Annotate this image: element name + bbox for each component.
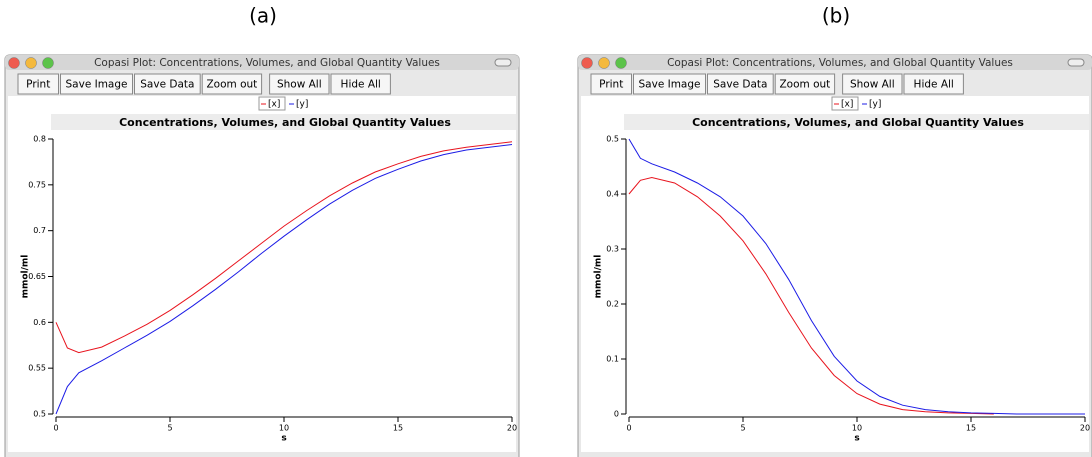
x-tick-label: 0 bbox=[626, 424, 631, 433]
y-tick-label: 0.3 bbox=[606, 245, 619, 254]
figure: (a) Copasi Plot: Concentrations, Volumes,… bbox=[0, 0, 1092, 457]
x-axis-label: s bbox=[854, 434, 859, 444]
x-tick-label: 20 bbox=[1080, 424, 1090, 433]
panel-label: (b) bbox=[822, 4, 850, 28]
y-tick-label: 0.7 bbox=[33, 226, 46, 235]
button-label[interactable]: Save Image bbox=[66, 79, 128, 91]
y-tick-label: 0.5 bbox=[606, 135, 619, 144]
x-tick-label: 5 bbox=[740, 424, 745, 433]
button-label[interactable]: Zoom out bbox=[206, 79, 257, 91]
button-label[interactable]: Save Data bbox=[140, 79, 194, 91]
x-tick-label: 15 bbox=[393, 424, 403, 433]
y-tick-label: 0.55 bbox=[28, 364, 46, 373]
window-control[interactable] bbox=[43, 58, 54, 69]
button-label[interactable]: Hide All bbox=[914, 79, 954, 91]
window-control[interactable] bbox=[26, 58, 37, 69]
page: (a) Copasi Plot: Concentrations, Volumes,… bbox=[0, 0, 1092, 457]
toolbar-toggle[interactable] bbox=[495, 59, 511, 66]
x-tick-label: 20 bbox=[507, 424, 517, 433]
y-tick-label: 0.8 bbox=[33, 135, 46, 144]
y-tick-label: 0.6 bbox=[33, 318, 46, 327]
y-tick-label: 0.4 bbox=[606, 190, 619, 199]
legend-label[interactable]: [y] bbox=[869, 100, 881, 110]
window-title: Copasi Plot: Concentrations, Volumes, an… bbox=[667, 57, 1013, 69]
y-tick-label: 0.65 bbox=[28, 272, 46, 281]
legend-label[interactable]: [x] bbox=[841, 100, 853, 110]
button-label[interactable]: Save Image bbox=[639, 79, 701, 91]
window-control[interactable] bbox=[616, 58, 627, 69]
button-label[interactable]: Print bbox=[26, 79, 50, 91]
x-tick-label: 0 bbox=[53, 424, 58, 433]
button-label[interactable]: Save Data bbox=[713, 79, 767, 91]
y-tick-label: 0.2 bbox=[606, 300, 619, 309]
y-axis-label: mmol/ml bbox=[594, 255, 604, 299]
plot-background bbox=[581, 96, 1089, 452]
window-control[interactable] bbox=[599, 58, 610, 69]
legend-label[interactable]: [y] bbox=[296, 100, 308, 110]
button-label[interactable]: Hide All bbox=[341, 79, 381, 91]
y-tick-label: 0 bbox=[614, 410, 619, 419]
y-tick-label: 0.5 bbox=[33, 410, 46, 419]
button-label[interactable]: Print bbox=[599, 79, 623, 91]
window-control[interactable] bbox=[582, 58, 593, 69]
panel-label: (a) bbox=[249, 4, 277, 28]
window-control[interactable] bbox=[9, 58, 20, 69]
y-tick-label: 0.1 bbox=[606, 355, 619, 364]
window-title: Copasi Plot: Concentrations, Volumes, an… bbox=[94, 57, 440, 69]
x-tick-label: 10 bbox=[852, 424, 862, 433]
x-tick-label: 10 bbox=[279, 424, 289, 433]
button-label[interactable]: Show All bbox=[277, 79, 322, 91]
x-tick-label: 15 bbox=[966, 424, 976, 433]
button-label[interactable]: Show All bbox=[850, 79, 895, 91]
plot-title: Concentrations, Volumes, and Global Quan… bbox=[119, 116, 451, 129]
y-tick-label: 0.75 bbox=[28, 180, 46, 189]
x-axis-label: s bbox=[281, 434, 286, 444]
plot-background bbox=[8, 96, 516, 452]
legend-label[interactable]: [x] bbox=[268, 100, 280, 110]
x-tick-label: 5 bbox=[167, 424, 172, 433]
y-axis-label: mmol/ml bbox=[21, 255, 31, 299]
plot-title: Concentrations, Volumes, and Global Quan… bbox=[692, 116, 1024, 129]
toolbar-toggle[interactable] bbox=[1068, 59, 1084, 66]
button-label[interactable]: Zoom out bbox=[779, 79, 830, 91]
